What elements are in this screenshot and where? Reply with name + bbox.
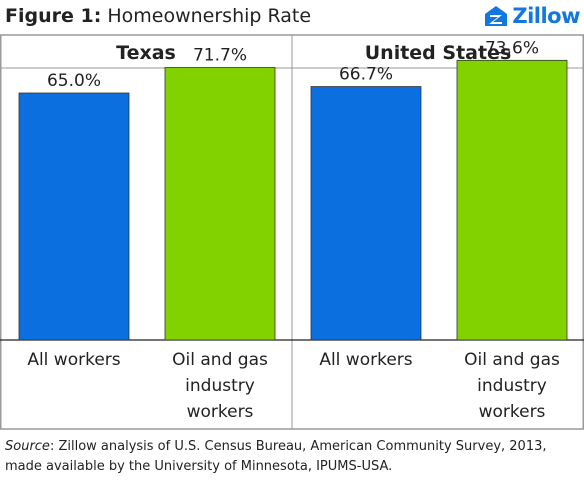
category-label: All workers xyxy=(319,350,412,370)
chart-panels: Texas 65.0% All workers 71.7% Oil and gas ind… xyxy=(18,38,568,422)
data-label: 73.6% xyxy=(485,38,539,58)
data-label: 71.7% xyxy=(193,46,247,66)
source-text: : Zillow analysis of U.S. Census Bureau,… xyxy=(5,439,547,474)
figure-title: Figure 1: Homeownership Rate xyxy=(5,3,311,29)
source-note: Source: Zillow analysis of U.S. Census B… xyxy=(5,437,581,477)
zillow-logo: Zillow xyxy=(484,4,580,28)
bar xyxy=(310,86,422,341)
bar xyxy=(18,92,130,341)
chart-panel-0: Texas 65.0% All workers 71.7% Oil and gas ind… xyxy=(18,42,276,422)
figure-number: Figure 1: xyxy=(5,5,102,27)
data-label: 66.7% xyxy=(339,65,393,85)
category-label: Oil and gas industry workers xyxy=(172,350,268,422)
data-label: 65.0% xyxy=(47,71,101,91)
bar xyxy=(456,59,568,341)
logo-wordmark: Zillow xyxy=(512,4,580,28)
bar xyxy=(164,67,276,341)
source-label: Source xyxy=(5,439,50,454)
category-label: All workers xyxy=(27,350,120,370)
zillow-house-icon xyxy=(485,6,508,26)
bar-chart: Texas 65.0% All workers 71.7% Oil and gas ind… xyxy=(0,34,584,430)
panel-title: United States xyxy=(365,42,512,64)
panel-title: Texas xyxy=(116,42,176,64)
category-label: Oil and gas industry workers xyxy=(464,350,560,422)
figure-title-text: Homeownership Rate xyxy=(107,5,312,27)
